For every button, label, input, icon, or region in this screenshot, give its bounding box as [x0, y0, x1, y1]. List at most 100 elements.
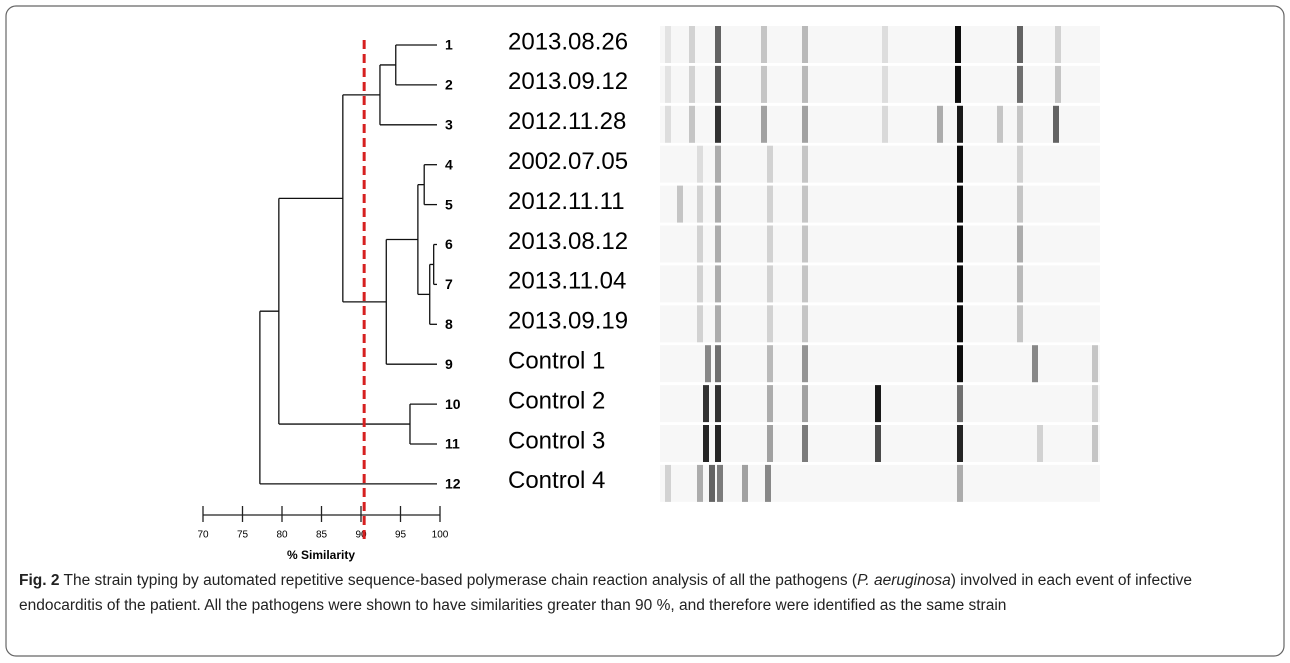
- axis-label: % Similarity: [287, 548, 355, 562]
- gel-band: [1017, 66, 1023, 103]
- gel-band: [761, 26, 767, 63]
- gel-band: [715, 186, 721, 223]
- lane-number: 6: [445, 236, 453, 252]
- gel-band: [957, 305, 963, 342]
- gel-band: [715, 385, 721, 422]
- tick-label: 70: [197, 530, 209, 541]
- gel-band: [767, 146, 773, 183]
- gel-lane: [660, 226, 1100, 263]
- gel-band: [689, 26, 695, 63]
- lane-number: 3: [445, 117, 453, 133]
- gel-band: [697, 305, 703, 342]
- gel-band: [955, 26, 961, 63]
- gel-band: [1092, 345, 1098, 382]
- lane-label: 2012.11.28: [508, 108, 626, 135]
- tick-label: 75: [237, 530, 249, 541]
- gel-band: [1017, 146, 1023, 183]
- gel-band: [802, 425, 808, 462]
- lane-number: 1: [445, 37, 453, 53]
- gel-band: [955, 66, 961, 103]
- gel-band: [1037, 425, 1043, 462]
- lane-number: 11: [445, 436, 460, 452]
- gel-band: [767, 305, 773, 342]
- gel-band: [802, 226, 808, 263]
- gel-band: [761, 106, 767, 143]
- gel-band: [677, 186, 683, 223]
- gel-band: [703, 385, 709, 422]
- caption-species: P. aeruginosa: [857, 572, 951, 589]
- gel-lane: [660, 66, 1100, 103]
- gel-band: [697, 186, 703, 223]
- gel-band: [767, 226, 773, 263]
- gel-lane: [660, 305, 1100, 342]
- gel-band: [1092, 425, 1098, 462]
- gel-band: [767, 186, 773, 223]
- gel-band: [802, 146, 808, 183]
- lane-label: 2013.09.19: [508, 308, 628, 335]
- gel-band: [957, 385, 963, 422]
- tick-label: 80: [276, 530, 288, 541]
- gel-band: [715, 66, 721, 103]
- gel-band: [709, 465, 715, 502]
- gel-band: [957, 425, 963, 462]
- lane-label: Control 3: [508, 427, 605, 454]
- lane-label: Control 1: [508, 348, 605, 375]
- lane-label: 2013.09.12: [508, 68, 628, 95]
- tick-label: 95: [395, 530, 407, 541]
- tick-label: 100: [432, 530, 449, 541]
- gel-band: [742, 465, 748, 502]
- figure: % Similarity 70758085909510012013.08.262…: [0, 0, 1290, 663]
- lane-label: Control 4: [508, 467, 605, 494]
- gel-band: [882, 66, 888, 103]
- gel-band: [715, 226, 721, 263]
- gel-band: [767, 345, 773, 382]
- gel-band: [1053, 106, 1059, 143]
- lane-number: 10: [445, 396, 461, 412]
- gel-band: [689, 106, 695, 143]
- gel-band: [665, 66, 671, 103]
- lane-label: 2013.11.04: [508, 268, 626, 295]
- gel-band: [703, 425, 709, 462]
- caption-label: Fig. 2: [19, 572, 59, 589]
- gel-band: [957, 226, 963, 263]
- gel-band: [882, 106, 888, 143]
- lane-number: 8: [445, 316, 453, 332]
- gel-lane: [660, 106, 1100, 143]
- gel-band: [767, 265, 773, 302]
- gel-band: [802, 26, 808, 63]
- gel-band: [1017, 265, 1023, 302]
- gel-band: [1017, 26, 1023, 63]
- gel-band: [802, 305, 808, 342]
- gel-band: [802, 265, 808, 302]
- lane-number: 7: [445, 276, 453, 292]
- gel-band: [689, 66, 695, 103]
- lane-label: 2013.08.26: [508, 28, 628, 55]
- gel-band: [1055, 66, 1061, 103]
- lane-number: 5: [445, 196, 453, 212]
- gel-band: [1092, 385, 1098, 422]
- gel-band: [875, 425, 881, 462]
- gel-band: [715, 305, 721, 342]
- gel-band: [1017, 106, 1023, 143]
- gel-band: [705, 345, 711, 382]
- gel-lane: [660, 465, 1100, 502]
- lane-number: 9: [445, 356, 453, 372]
- gel-lane: [660, 265, 1100, 302]
- lane-label: 2012.11.11: [508, 188, 625, 215]
- gel-band: [1032, 345, 1038, 382]
- gel-band: [765, 465, 771, 502]
- lane-number: 4: [445, 156, 453, 172]
- gel-band: [697, 265, 703, 302]
- gel-band: [1017, 186, 1023, 223]
- gel-lane: [660, 26, 1100, 63]
- gel-band: [957, 186, 963, 223]
- gel-band: [665, 465, 671, 502]
- gel-band: [802, 66, 808, 103]
- gel-band: [802, 345, 808, 382]
- caption-text: The strain typing by automated repetitiv…: [59, 572, 857, 589]
- gel-band: [697, 465, 703, 502]
- figure-page: % Similarity 70758085909510012013.08.262…: [0, 0, 1290, 663]
- gel-lane: [660, 146, 1100, 183]
- gel-band: [802, 106, 808, 143]
- gel-band: [957, 265, 963, 302]
